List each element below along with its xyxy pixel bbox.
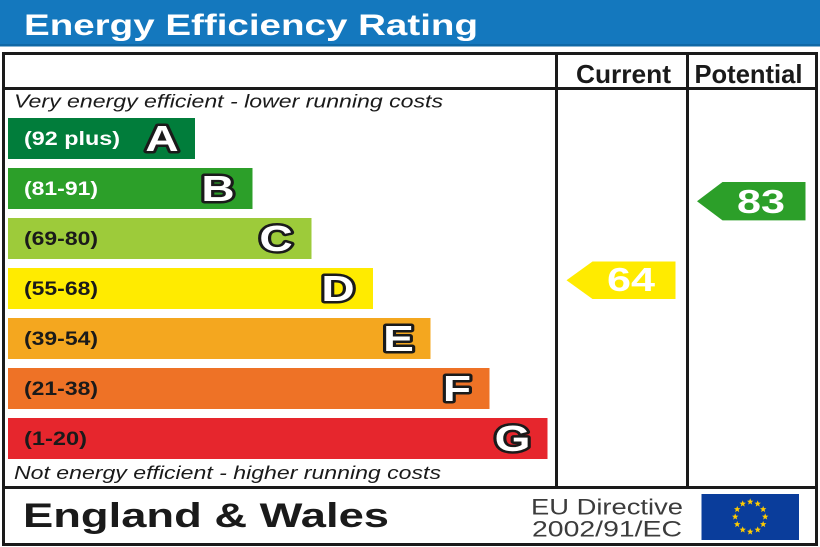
svg-text:Energy Efficiency Rating: Energy Efficiency Rating	[24, 9, 478, 42]
svg-text:(81-91): (81-91)	[24, 179, 98, 200]
svg-text:A: A	[145, 119, 178, 159]
svg-text:(55-68): (55-68)	[24, 279, 98, 300]
svg-text:E: E	[383, 319, 414, 359]
svg-text:Current: Current	[576, 59, 671, 89]
svg-text:(69-80): (69-80)	[24, 229, 98, 250]
svg-text:Very energy efficient - lower: Very energy efficient - lower running co…	[14, 92, 443, 112]
svg-text:64: 64	[607, 261, 656, 298]
svg-text:F: F	[443, 369, 471, 409]
svg-text:83: 83	[737, 183, 785, 220]
svg-text:Potential: Potential	[695, 59, 803, 89]
svg-text:(21-38): (21-38)	[24, 379, 98, 400]
svg-text:2002/91/EC: 2002/91/EC	[532, 517, 682, 542]
svg-text:B: B	[201, 169, 234, 209]
svg-text:England & Wales: England & Wales	[23, 497, 389, 535]
svg-text:G: G	[495, 419, 531, 459]
svg-text:(1-20): (1-20)	[24, 429, 87, 450]
svg-text:(92 plus): (92 plus)	[24, 129, 120, 150]
svg-text:(39-54): (39-54)	[24, 329, 98, 350]
svg-text:Not energy efficient - higher: Not energy efficient - higher running co…	[14, 463, 441, 483]
svg-text:C: C	[259, 219, 292, 259]
svg-text:EU Directive: EU Directive	[531, 495, 683, 520]
svg-text:D: D	[321, 269, 354, 309]
